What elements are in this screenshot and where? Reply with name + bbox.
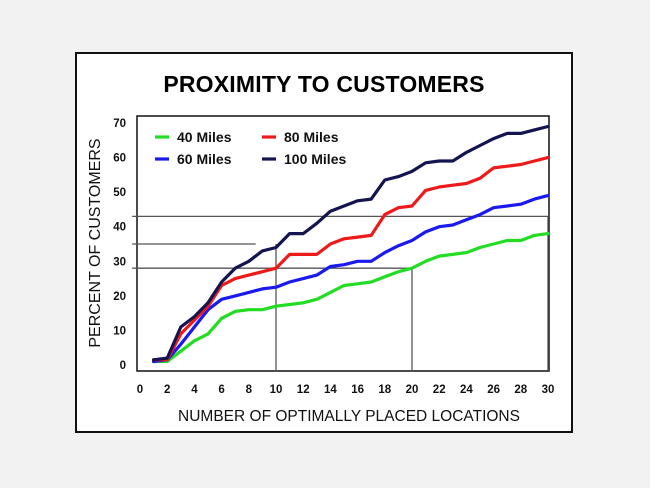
y-tick-label: 40 — [113, 222, 126, 234]
series-line-80-miles — [152, 156, 550, 362]
x-tick-label: 28 — [514, 384, 527, 396]
x-tick-label: 30 — [542, 384, 555, 396]
series-line-40-miles — [152, 232, 550, 364]
y-tick-label: 70 — [113, 118, 126, 130]
x-tick-label: 24 — [460, 384, 473, 396]
legend-item: 80 Miles — [262, 129, 339, 145]
series-lines — [152, 124, 550, 364]
x-tick-label: 12 — [297, 384, 310, 396]
x-tick-label: 4 — [191, 384, 198, 396]
x-tick-label: 0 — [137, 384, 143, 396]
chart-title: PROXIMITY TO CUSTOMERS — [163, 71, 485, 97]
x-tick-label: 16 — [351, 384, 364, 396]
y-tick-label: 50 — [113, 187, 126, 199]
y-axis-label: PERCENT OF CUSTOMERS — [87, 138, 104, 347]
legend-label: 100 Miles — [284, 151, 346, 167]
x-tick-label: 20 — [406, 384, 419, 396]
x-tick-label: 6 — [218, 384, 224, 396]
x-tick-label: 10 — [270, 384, 283, 396]
x-axis-ticks: 0 2 4 6 8 10 12 14 16 18 20 22 24 26 28 30 — [137, 384, 555, 396]
legend-item: 60 Miles — [155, 151, 232, 167]
x-tick-label: 2 — [164, 384, 170, 396]
series-line-60-miles — [152, 194, 550, 364]
legend-label: 40 Miles — [177, 129, 232, 145]
series-line-100-miles — [152, 124, 550, 362]
legend-item: 100 Miles — [262, 151, 346, 167]
y-tick-label: 0 — [120, 360, 126, 372]
legend-label: 60 Miles — [177, 151, 232, 167]
y-tick-label: 10 — [113, 325, 126, 337]
x-tick-label: 14 — [324, 384, 337, 396]
y-tick-label: 20 — [113, 291, 126, 303]
legend-label: 80 Miles — [284, 129, 339, 145]
legend: 40 Miles 80 Miles 60 Miles 100 Miles — [155, 129, 346, 167]
legend-item: 40 Miles — [155, 129, 232, 145]
x-axis-label: NUMBER OF OPTIMALLY PLACED LOCATIONS — [178, 408, 520, 425]
x-tick-label: 22 — [433, 384, 446, 396]
y-tick-label: 30 — [113, 256, 126, 268]
x-tick-label: 18 — [378, 384, 391, 396]
x-tick-label: 26 — [487, 384, 500, 396]
x-tick-label: 8 — [246, 384, 253, 396]
y-tick-label: 60 — [113, 153, 126, 165]
y-axis-ticks: 0 10 20 30 40 50 60 70 — [113, 118, 126, 372]
